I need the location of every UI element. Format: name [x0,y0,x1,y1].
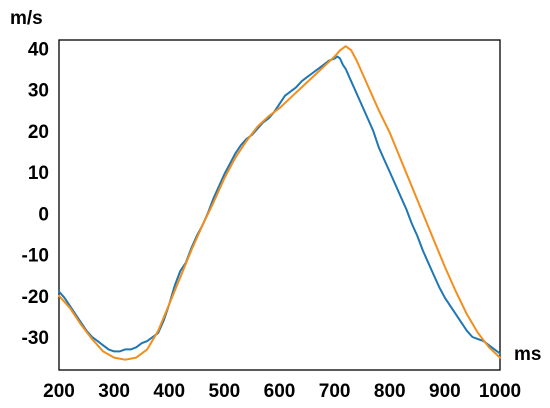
series-lines [58,45,501,361]
x-tick-labels: 200 300 400 500 600 700 800 900 1000 [43,381,521,402]
y-tick-label: -20 [22,287,49,308]
x-tick-label: 200 [43,381,75,402]
x-tick-label: 700 [319,381,351,402]
y-tick-label: 20 [28,122,49,143]
x-tick-label: 400 [153,381,185,402]
y-tick-labels: 40 30 20 10 0 -10 -20 -30 [22,39,49,349]
plot-frame [58,39,501,371]
y-tick-label: 40 [28,39,49,60]
y-tick-label: -10 [22,246,49,267]
y-tick-label: -30 [22,328,49,349]
x-tick-label: 500 [209,381,241,402]
y-axis-unit-label: m/s [10,8,43,29]
x-tick-label: 300 [98,381,130,402]
y-tick-label: 10 [28,163,49,184]
x-axis-unit-label: ms [514,344,541,365]
x-tick-label: 900 [429,381,461,402]
series-line-blue [58,55,501,355]
x-tick-label: 600 [264,381,296,402]
x-tick-label: 800 [374,381,406,402]
x-tick-label: 1000 [479,381,521,402]
y-tick-label: 0 [38,204,49,225]
series-line-orange [58,45,501,361]
y-tick-label: 30 [28,81,49,102]
